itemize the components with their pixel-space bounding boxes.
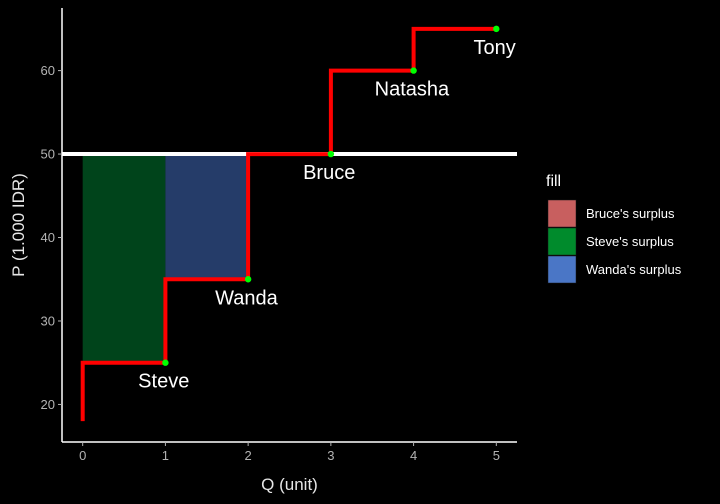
seller-point-steve [162, 359, 169, 366]
x-tick-label: 5 [493, 448, 500, 463]
y-tick-label: 30 [41, 313, 55, 328]
seller-label-steve: Steve [138, 371, 189, 393]
legend-swatch-bruce-s-surplus [547, 199, 577, 228]
legend-label-steve-s-surplus: Steve's surplus [586, 234, 674, 249]
seller-label-natasha: Natasha [375, 79, 450, 101]
y-tick-label: 20 [41, 397, 55, 412]
legend-title: fill [546, 173, 561, 190]
y-tick-label: 60 [41, 63, 55, 78]
x-tick-label: 4 [410, 448, 417, 463]
x-tick-label: 2 [245, 448, 252, 463]
surplus-area-wanda-s-surplus [165, 154, 249, 280]
y-axis-title: P (1.000 IDR) [9, 173, 28, 277]
surplus-area-steve-s-surplus [82, 154, 166, 363]
x-tick-label: 0 [79, 448, 86, 463]
seller-label-bruce: Bruce [303, 162, 355, 184]
x-tick-label: 3 [327, 448, 334, 463]
seller-point-wanda [244, 276, 252, 283]
seller-label-wanda: Wanda [215, 287, 279, 309]
legend-swatch-steve-s-surplus [547, 227, 577, 256]
surplus-areas [82, 154, 249, 363]
legend-swatch-wanda-s-surplus [547, 255, 577, 284]
x-tick-label: 1 [162, 448, 169, 463]
legend-label-bruce-s-surplus: Bruce's surplus [586, 206, 675, 221]
y-tick-label: 40 [41, 230, 55, 245]
seller-point-natasha [410, 67, 417, 74]
seller-points [162, 25, 500, 366]
x-axis-title: Q (unit) [261, 475, 318, 494]
y-ticks: 20 30 40 50 60 [41, 63, 62, 412]
seller-point-bruce [327, 150, 335, 158]
x-ticks: 0 1 2 3 4 5 [79, 442, 500, 463]
legend: fill Bruce's surplus Steve's surplus Wanda… [546, 173, 682, 284]
seller-labels: Steve Wanda Bruce Natasha Tony [138, 37, 516, 393]
axes [61, 8, 517, 443]
legend-label-wanda-s-surplus: Wanda's surplus [586, 262, 682, 277]
y-tick-label: 50 [41, 147, 55, 162]
supply-step-line [80, 26, 497, 422]
seller-point-tony [493, 25, 500, 33]
seller-label-tony: Tony [474, 37, 516, 59]
